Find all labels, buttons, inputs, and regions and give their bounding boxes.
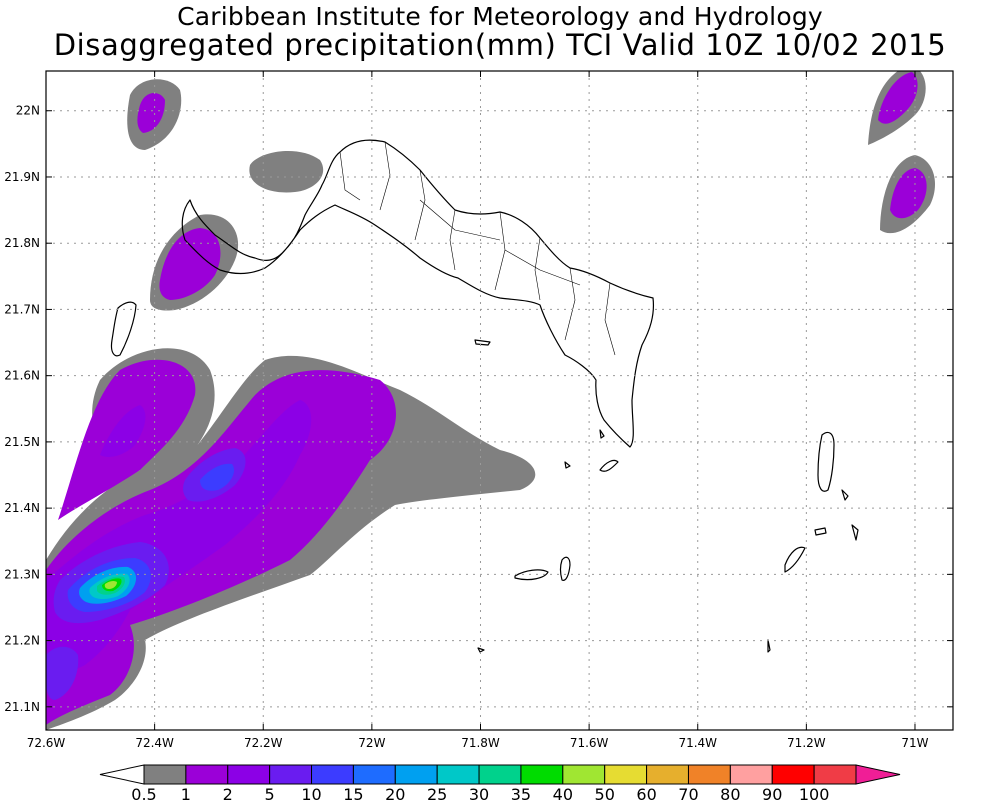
- chart-title-line2: Disaggregated precipitation(mm) TCI Vali…: [53, 28, 947, 62]
- lon-tick-label: 72W: [358, 736, 385, 750]
- cay-10: [477, 647, 485, 653]
- lon-tick-label: 72.2W: [244, 736, 283, 750]
- lat-tick-label: 22N: [16, 104, 40, 118]
- lat-tick-label: 21.7N: [4, 302, 40, 316]
- colorbar-swatch: [813, 764, 857, 785]
- lon-tick-label: 72.6W: [27, 736, 66, 750]
- precipitation-field: [46, 71, 935, 730]
- lon-tick-label: 71W: [901, 736, 928, 750]
- colorbar-label: 25: [427, 785, 447, 800]
- colorbar-label: 80: [720, 785, 740, 800]
- colorbar-label: 100: [799, 785, 830, 800]
- colorbar-label: 15: [343, 785, 363, 800]
- colorbar-swatch: [687, 764, 731, 785]
- colorbar-swatch: [562, 764, 606, 785]
- east-caicos-islet: [599, 459, 619, 472]
- colorbar-swatch: [394, 764, 438, 785]
- precip-35-40mm: [104, 580, 117, 589]
- colorbar-label: 90: [762, 785, 782, 800]
- lon-tick-label: 71.4W: [678, 736, 717, 750]
- colorbar-swatch: [729, 764, 773, 785]
- colorbar: 0.5 1 2 5 10 15 20 25 30 35 40 50 60 70 80 90 100: [99, 764, 901, 800]
- cay-9: [767, 639, 771, 653]
- colorbar-label: 0.5: [131, 785, 156, 800]
- cay-7: [474, 339, 491, 346]
- lat-tick-label: 21.6N: [4, 369, 40, 383]
- colorbar-label: 10: [301, 785, 321, 800]
- colorbar-label: 1: [181, 785, 191, 800]
- caicos-islands-outline: [181, 139, 655, 448]
- lat-tick-label: 21.4N: [4, 501, 40, 515]
- colorbar-swatch: [185, 764, 229, 785]
- cay-11: [599, 429, 605, 439]
- colorbar-swatch: [604, 764, 648, 785]
- colorbar-high-arrow: [855, 764, 901, 785]
- cay-8: [564, 461, 571, 469]
- lat-tick-label: 21.2N: [4, 634, 40, 648]
- west-caicos: [110, 301, 137, 357]
- cay-4: [814, 527, 827, 536]
- lat-tick-label: 21.5N: [4, 435, 40, 449]
- caicos-inner-boundaries: [339, 141, 616, 356]
- colorbar-swatch: [646, 764, 689, 785]
- colorbar-low-arrow: [99, 764, 145, 785]
- lon-tick-label: 71.2W: [787, 736, 826, 750]
- colorbar-label: 60: [636, 785, 656, 800]
- colorbar-swatch: [227, 764, 271, 785]
- colorbar-label: 2: [223, 785, 233, 800]
- lon-tick-label: 72.4W: [135, 736, 174, 750]
- chart-title-line1: Caribbean Institute for Meteorology and …: [177, 2, 823, 31]
- colorbar-label: 40: [553, 785, 573, 800]
- colorbar-label: 70: [678, 785, 698, 800]
- colorbar-swatch: [311, 764, 354, 785]
- coastlines: [110, 139, 859, 653]
- map-frame: [45, 70, 954, 731]
- colorbar-swatch: [478, 764, 522, 785]
- cay-3: [784, 546, 806, 573]
- lon-tick-label: 71.6W: [570, 736, 609, 750]
- lat-tick-label: 21.8N: [4, 236, 40, 250]
- map-grid: [45, 71, 953, 730]
- lat-tick-label: 21.1N: [4, 700, 40, 714]
- cay-1: [514, 569, 549, 581]
- cay-2: [559, 556, 571, 581]
- precip-1-2mm: [46, 72, 927, 725]
- colorbar-label: 5: [265, 785, 275, 800]
- colorbar-label: 50: [595, 785, 615, 800]
- cay-6: [841, 489, 849, 501]
- colorbar-label: 30: [469, 785, 489, 800]
- latitude-tick-labels: 22N 21.9N 21.8N 21.7N 21.6N 21.5N 21.4N 21.3N 21…: [4, 104, 40, 714]
- colorbar-swatch: [436, 764, 480, 785]
- mayaguana-island: [817, 431, 835, 492]
- colorbar-label: 20: [385, 785, 405, 800]
- cay-5: [851, 524, 859, 541]
- lat-tick-label: 21.3N: [4, 567, 40, 581]
- lat-tick-label: 21.9N: [4, 170, 40, 184]
- colorbar-swatch: [143, 764, 187, 785]
- colorbar-swatch: [771, 764, 815, 785]
- colorbar-swatch: [269, 764, 313, 785]
- colorbar-swatch: [352, 764, 396, 785]
- colorbar-label: 35: [511, 785, 531, 800]
- lon-tick-label: 71.8W: [461, 736, 500, 750]
- longitude-tick-labels: 72.6W 72.4W 72.2W 72W 71.8W 71.6W 71.4W 71.2W 71…: [27, 736, 929, 750]
- colorbar-swatch: [520, 764, 564, 785]
